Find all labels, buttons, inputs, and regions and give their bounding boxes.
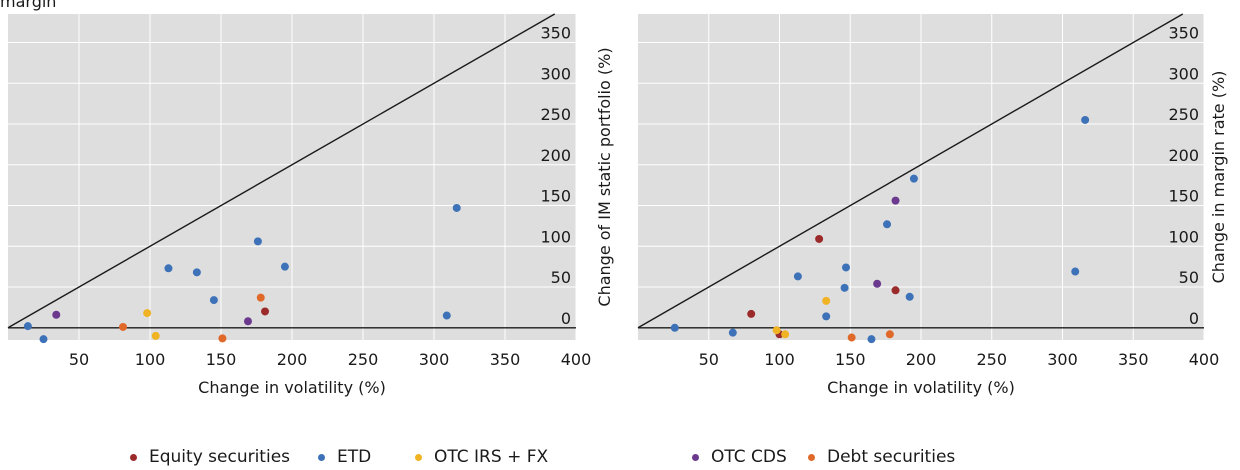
legend-item-equity: Equity securities: [130, 447, 290, 467]
data-point-etd: [670, 323, 679, 332]
x-tick-label: 100: [764, 350, 795, 369]
data-point-etd: [905, 292, 914, 301]
data-point-etd: [442, 311, 451, 320]
data-point-etd: [840, 283, 849, 292]
data-point-etd: [822, 312, 831, 321]
x-tick-label: 150: [206, 350, 237, 369]
y-tick-label: 150: [1168, 187, 1199, 206]
legend-dot-icon: [415, 453, 422, 461]
x-tick-label: 150: [835, 350, 866, 369]
x-tick-label: 300: [419, 350, 450, 369]
x-tick-label: 350: [1118, 350, 1149, 369]
legend-label: ETD: [337, 447, 372, 467]
data-point-otc_cds: [891, 196, 900, 205]
y-axis-label: Change in margin rate (%): [1209, 71, 1228, 284]
data-point-etd: [192, 268, 201, 277]
legend-label: OTC CDS: [711, 447, 787, 467]
legend-dot-icon: [130, 453, 137, 461]
x-tick-label: 300: [1047, 350, 1078, 369]
data-point-etd: [793, 272, 802, 281]
data-point-otc_irs_fx: [822, 296, 831, 305]
data-point-etd: [1081, 115, 1090, 124]
y-tick-label: 350: [540, 24, 571, 43]
x-tick-label: 100: [135, 350, 166, 369]
data-point-equity: [747, 309, 756, 318]
data-point-etd: [1071, 267, 1080, 276]
data-point-debt: [119, 322, 128, 331]
data-point-equity: [261, 307, 270, 316]
legend-dot-icon: [318, 453, 325, 461]
x-axis-label: Change in volatility (%): [198, 378, 386, 397]
legend-item-debt: Debt securities: [808, 447, 955, 467]
data-point-otc_irs_fx: [151, 331, 160, 340]
y-tick-label: 250: [540, 105, 571, 124]
data-point-debt: [847, 333, 856, 342]
data-point-etd: [867, 335, 876, 344]
y-tick-label: 250: [1168, 105, 1199, 124]
data-point-etd: [842, 263, 851, 272]
data-point-otc_cds: [52, 310, 61, 319]
scatter-chart-margin-rate: 50 100 150 200 250 300 350 400 0 50 100 150 200 250 30…: [637, 13, 1228, 397]
data-point-otc_irs_fx: [781, 330, 790, 339]
data-point-etd: [728, 328, 737, 337]
data-point-otc_irs_fx: [772, 326, 781, 335]
data-point-otc_cds: [243, 317, 252, 326]
data-point-equity: [891, 286, 900, 295]
x-tick-label: 350: [490, 350, 521, 369]
y-tick-label: 0: [561, 309, 571, 328]
data-point-etd: [164, 264, 173, 273]
legend-item-otc-cds: OTC CDS: [692, 447, 787, 467]
data-point-debt: [885, 330, 894, 339]
x-tick-label: 50: [69, 350, 89, 369]
y-axis-label: Change of IM static portfolio (%): [595, 47, 614, 306]
reference-line-y-equals-x: [637, 13, 1184, 329]
data-point-etd: [280, 262, 289, 271]
x-tick-label: 200: [277, 350, 308, 369]
reference-line-y-equals-x: [7, 13, 556, 329]
y-tick-label: 200: [1168, 146, 1199, 165]
data-point-equity: [815, 234, 824, 243]
legend-item-etd: ETD: [318, 447, 371, 467]
y-tick-label: 50: [1179, 268, 1199, 287]
data-point-etd: [23, 322, 32, 331]
y-tick-label: 0: [1189, 309, 1199, 328]
y-tick-label: 50: [551, 268, 571, 287]
data-point-otc_cds: [873, 279, 882, 288]
data-point-etd: [909, 174, 918, 183]
scatter-chart-im-static-portfolio: 50 100 150 200 250 300 350 400 0 50 100 150 200 250 30…: [7, 13, 614, 397]
legend: Equity securities ETD OTC IRS + FX OTC C…: [0, 447, 1240, 469]
legend-label: Debt securities: [827, 447, 956, 467]
x-tick-label: 250: [348, 350, 379, 369]
data-point-etd: [209, 296, 218, 305]
data-point-debt: [218, 334, 227, 343]
legend-dot-icon: [808, 453, 815, 461]
y-tick-label: 200: [540, 146, 571, 165]
y-tick-label: 300: [1168, 64, 1199, 83]
y-tick-label: 100: [1168, 227, 1199, 246]
data-point-etd: [452, 203, 461, 212]
y-tick-label: 100: [540, 227, 571, 246]
legend-label: Equity securities: [149, 447, 291, 467]
data-point-etd: [253, 237, 262, 246]
data-point-etd: [883, 220, 892, 229]
x-tick-label: 400: [1189, 350, 1220, 369]
y-tick-label: 350: [1168, 24, 1199, 43]
data-point-otc_irs_fx: [143, 309, 152, 318]
legend-label: OTC IRS + FX: [434, 447, 549, 467]
legend-item-otc-irs-fx: OTC IRS + FX: [415, 447, 548, 467]
legend-dot-icon: [692, 453, 699, 461]
x-tick-label: 250: [976, 350, 1007, 369]
data-point-debt: [256, 293, 265, 302]
x-tick-label: 50: [699, 350, 719, 369]
x-tick-label: 400: [561, 350, 592, 369]
top-caption-fragment: margin: [0, 0, 57, 11]
x-axis-label: Change in volatility (%): [827, 378, 1015, 397]
x-tick-label: 200: [906, 350, 937, 369]
data-point-etd: [39, 335, 48, 344]
y-tick-label: 150: [540, 187, 571, 206]
y-tick-label: 300: [540, 64, 571, 83]
